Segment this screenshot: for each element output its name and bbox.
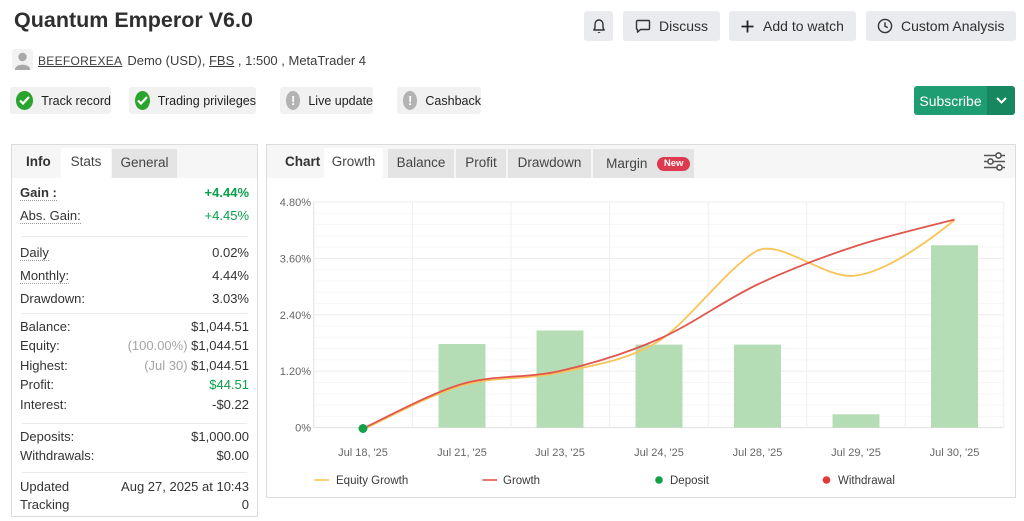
svg-text:1.20%: 1.20% [280, 366, 311, 378]
svg-text:Jul 30, '25: Jul 30, '25 [930, 447, 980, 459]
svg-text:Jul 29, '25: Jul 29, '25 [831, 447, 881, 459]
svg-text:Jul 24, '25: Jul 24, '25 [634, 447, 684, 459]
svg-text:Jul 18, '25: Jul 18, '25 [338, 447, 388, 459]
svg-text:Withdrawal: Withdrawal [838, 475, 895, 487]
svg-text:Jul 28, '25: Jul 28, '25 [733, 447, 783, 459]
svg-text:4.80%: 4.80% [280, 197, 311, 209]
svg-text:2.40%: 2.40% [280, 310, 311, 322]
svg-text:0%: 0% [295, 423, 311, 435]
svg-text:3.60%: 3.60% [280, 253, 311, 265]
svg-text:Deposit: Deposit [670, 475, 710, 487]
svg-text:Jul 21, '25: Jul 21, '25 [437, 447, 487, 459]
svg-text:Equity Growth: Equity Growth [336, 475, 408, 487]
svg-text:Jul 23, '25: Jul 23, '25 [535, 447, 585, 459]
svg-text:Growth: Growth [503, 475, 540, 487]
